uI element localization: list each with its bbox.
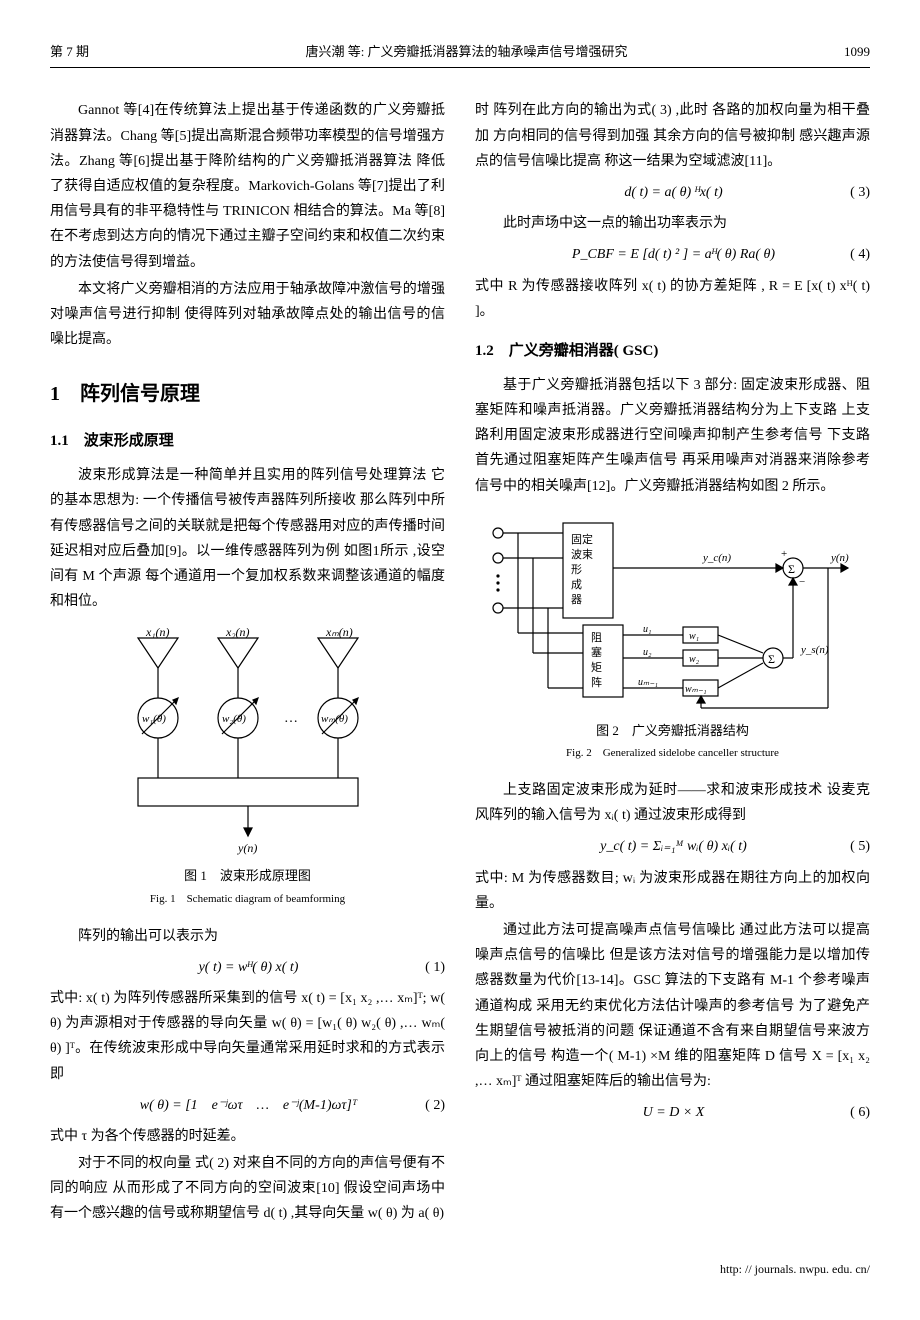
main-content: Gannot 等[4]在传统算法上提出基于传递函数的广义旁瓣抵消器算法。Chan… <box>50 98 870 1228</box>
equation-2: w( θ) = [1 e⁻ʲωτ … e⁻ʲ(M-1)ωτ]ᵀ ( 2) <box>50 1093 445 1118</box>
fig1-x2: x₂(n) <box>225 628 250 639</box>
para-upper: 上支路固定波束形成为延时——求和波束形成技术 设麦克风阵列的输入信号为 xᵢ( … <box>475 778 870 828</box>
fig1-w2: w₂(θ) <box>222 713 246 725</box>
svg-text:器: 器 <box>571 593 582 606</box>
para-tau: 式中 τ 为各个传感器的时延差。 <box>50 1124 445 1149</box>
eq1-body: y( t) = wᴴ( θ) x( t) <box>92 955 405 980</box>
eq6-num: ( 6) <box>830 1100 870 1125</box>
para-intro: 本文将广义旁瓣相消的方法应用于轴承故障冲激信号的增强 对噪声信号进行抑制 使得阵… <box>50 277 445 353</box>
equation-3: d( t) = a( θ) ᴴx( t) ( 3) <box>475 180 870 205</box>
section-1-2-title: 1.2 广义旁瓣相消器( GSC) <box>475 338 870 365</box>
fig1-w1: w₁(θ) <box>142 713 166 725</box>
fig2-sum1: Σ <box>768 652 775 666</box>
fig2-sum2: Σ <box>788 562 795 576</box>
eq6-body: U = D × X <box>517 1100 830 1125</box>
svg-text:塞: 塞 <box>591 645 602 659</box>
para-power: 此时声场中这一点的输出功率表示为 <box>475 211 870 236</box>
fig2-bm: 阻 <box>591 631 602 644</box>
svg-text:形: 形 <box>571 563 582 576</box>
section-1-1-title: 1.1 波束形成原理 <box>50 428 445 455</box>
svg-text:波束: 波束 <box>571 548 593 561</box>
header-page: 1099 <box>844 40 870 63</box>
fig1-y: y(n) <box>237 841 257 855</box>
equation-5: y_c( t) = Σᵢ₌₁ᴹ wᵢ( θ) xᵢ( t) ( 5) <box>475 834 870 859</box>
fig2-w2: w₂ <box>689 654 700 665</box>
left-column: Gannot 等[4]在传统算法上提出基于传递函数的广义旁瓣抵消器算法。Chan… <box>50 98 445 1228</box>
fig1-caption: 图 1 波束形成原理图 <box>50 864 445 887</box>
eq2-body: w( θ) = [1 e⁻ʲωτ … e⁻ʲ(M-1)ωτ]ᵀ <box>92 1093 405 1118</box>
fig1-x1: x₁(n) <box>145 628 170 639</box>
eq2-num: ( 2) <box>405 1093 445 1118</box>
fig2-u2: u₂ <box>643 647 652 658</box>
svg-text:+: + <box>781 548 787 560</box>
para-gannot: Gannot 等[4]在传统算法上提出基于传递函数的广义旁瓣抵消器算法。Chan… <box>50 98 445 274</box>
fig2-fbf: 固定 <box>571 532 593 546</box>
eq4-body: P_CBF = E [d( t) ² ] = aᴴ( θ) Ra( θ) <box>517 242 830 267</box>
fig2-caption-en: Fig. 2 Generalized sidelobe canceller st… <box>475 744 870 764</box>
fig2-w1: w₁ <box>689 631 699 642</box>
header-title: 唐兴潮 等: 广义旁瓣抵消器算法的轴承噪声信号增强研究 <box>305 40 627 63</box>
beamforming-diagram: x₁(n) x₂(n) xₘ(n) w₁(θ) <box>98 628 398 858</box>
gsc-diagram: 固定 波束 形 成 器 阻 塞 矩 阵 u₁ u₂ uₘ₋₁ w₁ w₂ wₘ₋… <box>483 513 863 713</box>
para-eq5-desc: 式中: M 为传感器数目; wᵢ 为波束形成器在期往方向上的加权向量。 <box>475 866 870 916</box>
eq3-body: d( t) = a( θ) ᴴx( t) <box>517 180 830 205</box>
eq3-num: ( 3) <box>830 180 870 205</box>
eq5-num: ( 5) <box>830 834 870 859</box>
fig1-xM: xₘ(n) <box>325 628 353 639</box>
para-gsc: 基于广义旁瓣抵消器包括以下 3 部分: 固定波束形成器、阻塞矩阵和噪声抵消器。广… <box>475 373 870 499</box>
fig2-wm1: wₘ₋₁ <box>685 684 707 695</box>
para-R: 式中 R 为传感器接收阵列 x( t) 的协方差矩阵 , R = E [x( t… <box>475 274 870 324</box>
fig1-wM: wₘ(θ) <box>321 713 348 725</box>
figure-1: x₁(n) x₂(n) xₘ(n) w₁(θ) <box>50 628 445 909</box>
fig2-um1: uₘ₋₁ <box>638 677 658 688</box>
para-output: 阵列的输出可以表示为 <box>50 924 445 949</box>
svg-text:矩: 矩 <box>591 661 602 674</box>
svg-text:−: − <box>799 576 805 588</box>
equation-1: y( t) = wᴴ( θ) x( t) ( 1) <box>50 955 445 980</box>
svg-text:成: 成 <box>571 578 582 591</box>
right-column: 时 阵列在此方向的输出为式( 3) ,此时 各路的加权向量为相干叠加 方向相同的… <box>475 98 870 1228</box>
para-weight: 对于不同的权向量 式( 2) 对来自不同的方向的声信号便有不同的响应 从而形成了… <box>50 1151 445 1227</box>
eq5-body: y_c( t) = Σᵢ₌₁ᴹ wᵢ( θ) xᵢ( t) <box>517 834 830 859</box>
figure-2: 固定 波束 形 成 器 阻 塞 矩 阵 u₁ u₂ uₘ₋₁ w₁ w₂ wₘ₋… <box>475 513 870 764</box>
svg-text:阵: 阵 <box>591 675 602 689</box>
equation-6: U = D × X ( 6) <box>475 1100 870 1125</box>
para-beamform: 波束形成算法是一种简单并且实用的阵列信号处理算法 它的基本思想为: 一个传播信号… <box>50 463 445 614</box>
section-1-title: 1 阵列信号原理 <box>50 376 445 412</box>
eq1-num: ( 1) <box>405 955 445 980</box>
para-eq1-desc: 式中: x( t) 为阵列传感器所采集到的信号 x( t) = [x₁ x₂ ,… <box>50 986 445 1087</box>
equation-4: P_CBF = E [d( t) ² ] = aᴴ( θ) Ra( θ) ( 4… <box>475 242 870 267</box>
fig2-y: y(n) <box>830 552 849 564</box>
para-method: 通过此方法可提高噪声点信号信噪比 通过此方法可以提高噪声点信号的信噪比 但是该方… <box>475 918 870 1094</box>
fig2-ys: y_s(n) <box>800 644 829 656</box>
page-header: 第 7 期 唐兴潮 等: 广义旁瓣抵消器算法的轴承噪声信号增强研究 1099 <box>50 40 870 68</box>
fig1-caption-en: Fig. 1 Schematic diagram of beamforming <box>50 890 445 910</box>
header-issue: 第 7 期 <box>50 40 89 63</box>
fig2-yc: y_c(n) <box>702 552 731 564</box>
fig1-dots: … <box>284 711 298 726</box>
fig2-caption: 图 2 广义旁瓣抵消器结构 <box>475 719 870 742</box>
fig2-u1: u₁ <box>643 624 651 635</box>
eq4-num: ( 4) <box>830 242 870 267</box>
para-array: 时 阵列在此方向的输出为式( 3) ,此时 各路的加权向量为相干叠加 方向相同的… <box>475 98 870 174</box>
footer-url: http: // journals. nwpu. edu. cn/ <box>50 1259 870 1281</box>
